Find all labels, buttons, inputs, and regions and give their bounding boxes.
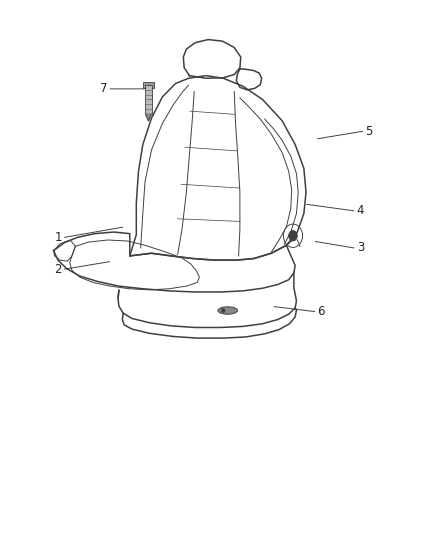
Circle shape	[289, 230, 297, 241]
Text: 6: 6	[318, 305, 325, 318]
Bar	[145, 85, 152, 114]
Bar	[143, 82, 154, 87]
Text: 2: 2	[54, 263, 62, 276]
Text: 3: 3	[357, 241, 364, 254]
Text: 7: 7	[100, 83, 107, 95]
Ellipse shape	[218, 307, 237, 314]
Text: 4: 4	[357, 204, 364, 217]
Circle shape	[222, 309, 225, 313]
Text: 5: 5	[365, 125, 373, 138]
Text: 1: 1	[54, 231, 62, 244]
Polygon shape	[145, 114, 152, 121]
